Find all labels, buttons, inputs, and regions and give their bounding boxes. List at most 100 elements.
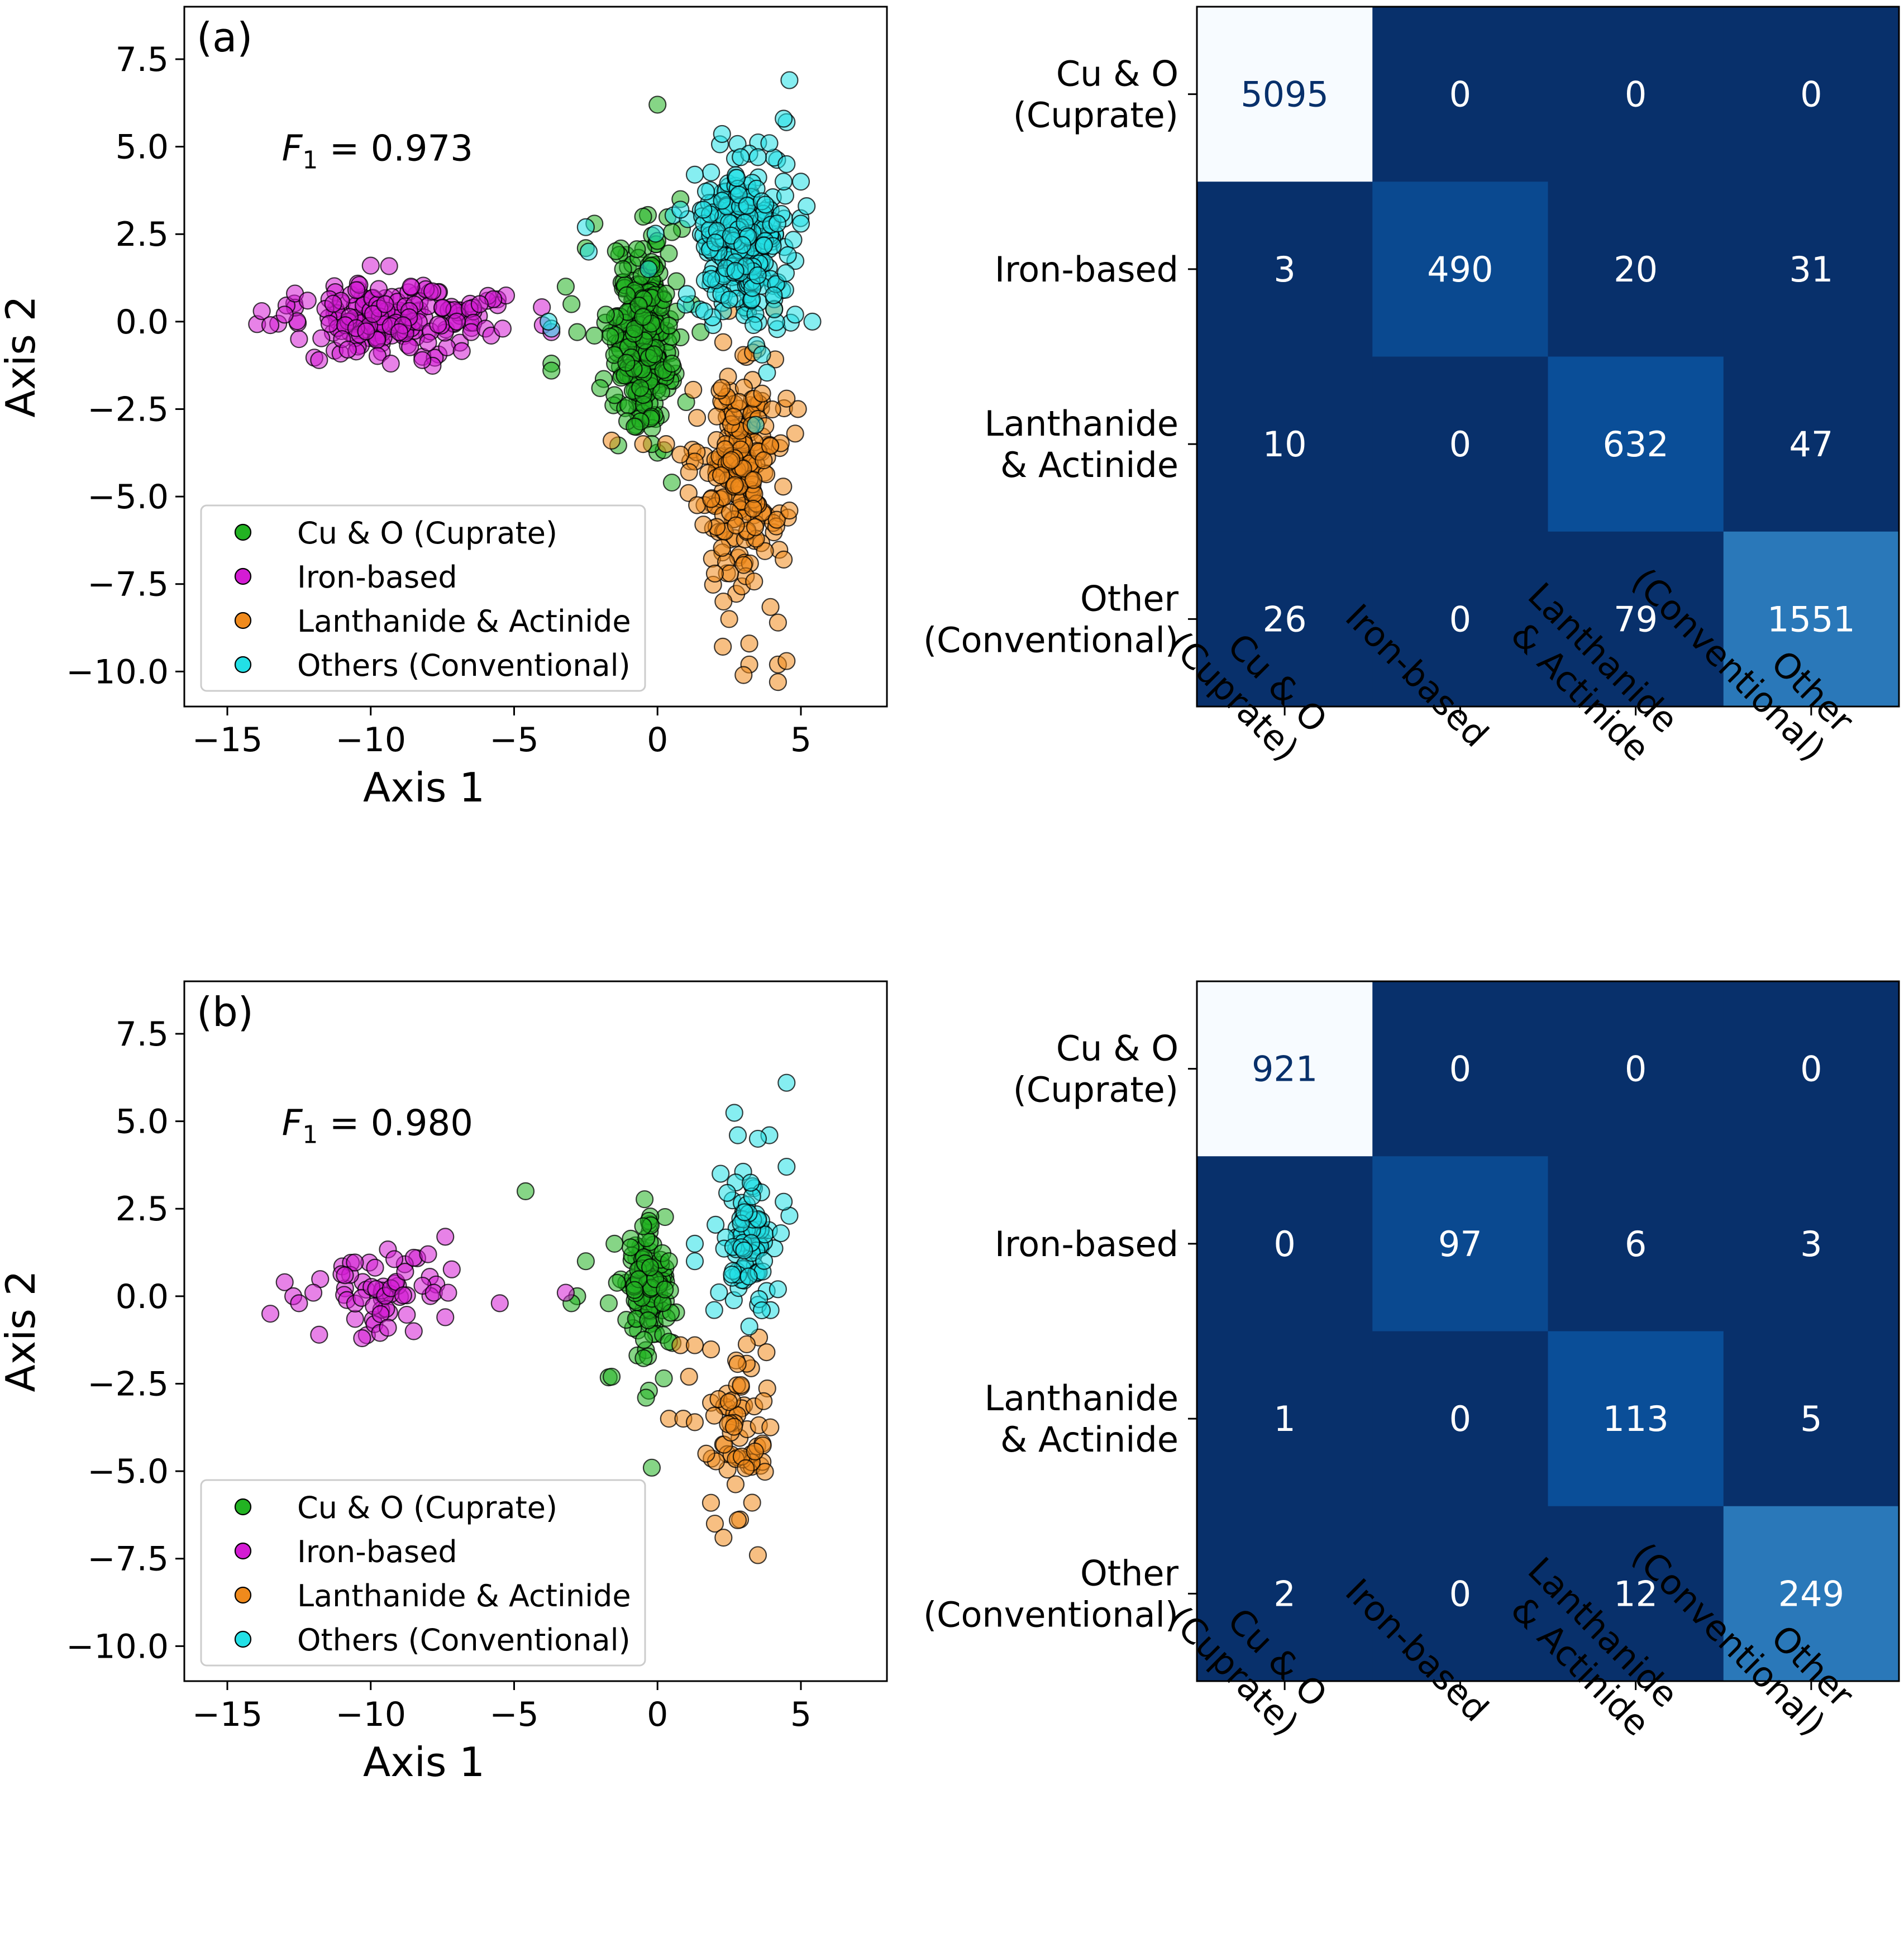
data-point — [660, 1252, 678, 1271]
matrix-cell — [1548, 7, 1724, 182]
data-point — [745, 316, 763, 335]
cell-value: 0 — [1625, 74, 1647, 115]
cell-value: 3 — [1273, 249, 1295, 290]
data-point — [540, 312, 558, 331]
data-point — [419, 1245, 437, 1263]
y-axis-label: Axis 2 — [0, 295, 44, 417]
data-point — [707, 1215, 725, 1234]
f1-annotation: F1 = 0.973 — [282, 128, 473, 175]
data-point — [261, 316, 280, 335]
data-point — [737, 1459, 755, 1477]
legend-box — [200, 504, 646, 692]
matrix-cell — [1723, 356, 1900, 532]
legend-label: Others (Conventional) — [297, 1622, 631, 1658]
data-point — [376, 295, 394, 313]
data-point — [439, 1283, 457, 1302]
data-point — [769, 673, 787, 691]
data-point — [290, 1294, 308, 1313]
data-point — [429, 316, 447, 334]
data-point — [744, 499, 762, 518]
data-point — [298, 292, 317, 310]
data-point — [671, 445, 690, 464]
data-point — [607, 242, 625, 260]
x-tick-label: 5 — [790, 1695, 812, 1734]
data-point — [679, 484, 698, 502]
data-point — [775, 1192, 793, 1211]
data-point — [733, 236, 752, 254]
data-point — [642, 1458, 661, 1477]
data-point — [767, 510, 786, 529]
data-point — [780, 502, 799, 520]
cell-value: 0 — [1449, 1573, 1471, 1614]
data-point — [671, 201, 690, 219]
scatter-panel-1: −15 −10 −5 0 5 7.5 5.0 2.5 0.0 −2.5 −5.0 −7.5 −10.0 A… — [0, 6, 888, 811]
legend-marker — [234, 612, 252, 629]
legend-label: Iron-based — [297, 1534, 457, 1569]
data-point — [493, 319, 512, 338]
data-point — [556, 278, 575, 296]
data-point — [694, 516, 713, 534]
data-point — [585, 326, 604, 345]
data-point — [769, 1280, 787, 1299]
scatter-points — [261, 1073, 799, 1564]
data-point — [413, 351, 432, 369]
data-point — [748, 1129, 767, 1148]
data-point — [320, 314, 339, 333]
data-point — [798, 197, 816, 216]
cell-value: 3 — [1800, 1224, 1822, 1264]
data-point — [635, 1190, 654, 1209]
data-point — [667, 272, 686, 290]
y-tick-label: 7.5 — [116, 40, 169, 79]
data-point — [310, 351, 328, 369]
data-point — [357, 322, 375, 341]
y-tick-label: −7.5 — [87, 565, 169, 604]
cell-value: 490 — [1427, 249, 1493, 290]
data-point — [714, 333, 732, 351]
cell-value: 0 — [1449, 599, 1471, 639]
x-tick-label: −15 — [192, 1695, 263, 1734]
data-point — [755, 236, 773, 255]
cell-value: 0 — [1449, 74, 1471, 115]
data-point — [763, 400, 781, 419]
matrix-cell — [1723, 1506, 1900, 1682]
series-iron-based — [248, 256, 561, 375]
data-point — [741, 1173, 760, 1192]
series-lanthanide-actinide — [602, 299, 807, 691]
data-point — [369, 280, 388, 298]
data-point — [757, 1343, 776, 1362]
cell-value: 6 — [1625, 1224, 1647, 1264]
matrix-frame — [1196, 980, 1900, 1682]
data-point — [662, 473, 681, 492]
data-point — [390, 323, 409, 341]
x-tick-label: −5 — [489, 1695, 538, 1734]
cell-value: 0 — [1800, 74, 1822, 115]
matrix-cell — [1723, 1156, 1900, 1331]
data-point — [713, 192, 731, 210]
data-point — [786, 424, 804, 443]
matrix-cell — [1372, 1506, 1548, 1682]
f1-annotation: F1 = 0.980 — [282, 1103, 473, 1149]
data-point — [634, 1217, 652, 1235]
data-point — [735, 1203, 754, 1221]
data-point — [732, 1376, 750, 1395]
data-point — [579, 242, 598, 261]
x-axis-label: Axis 1 — [363, 764, 485, 811]
data-point — [433, 298, 452, 317]
legend: Cu & O (Cuprate) Iron-based Lanthanide & A… — [200, 1479, 646, 1667]
matrix-cell — [1197, 1506, 1373, 1682]
data-point — [423, 282, 442, 300]
matrix-cell — [1548, 356, 1724, 532]
data-point — [775, 109, 793, 128]
data-point — [710, 1283, 728, 1302]
series-others-conventional- — [540, 71, 822, 434]
data-point — [379, 1319, 397, 1337]
cell-value: 249 — [1778, 1573, 1844, 1614]
matrix-cell — [1723, 182, 1900, 357]
x-tick-label: −5 — [489, 720, 538, 760]
data-point — [756, 1463, 774, 1481]
matrix-cell — [1372, 7, 1548, 182]
data-point — [310, 1325, 328, 1344]
cell-value: 113 — [1602, 1399, 1668, 1439]
series-cu-o-cuprate- — [516, 1182, 685, 1477]
x-tick-label: 0 — [647, 720, 668, 760]
